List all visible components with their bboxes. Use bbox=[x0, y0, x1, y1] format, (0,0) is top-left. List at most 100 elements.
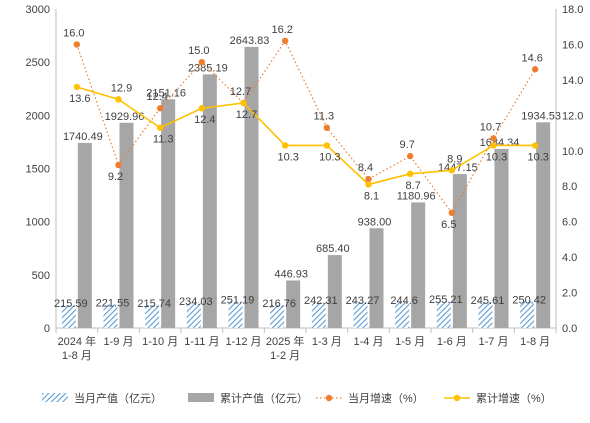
monthly-growth-marker bbox=[323, 124, 331, 131]
cumulative-output-bar bbox=[161, 99, 176, 329]
monthly-output-label: 250.42 bbox=[512, 294, 546, 306]
monthly-growth-label: 10.7 bbox=[480, 121, 501, 133]
x-axis-tick-label: 1-3 月 bbox=[312, 336, 342, 348]
monthly-output-bar bbox=[228, 301, 243, 328]
monthly-output-bar bbox=[353, 302, 368, 328]
monthly-growth-label: 9.7 bbox=[400, 139, 415, 151]
cumulative-output-label: 2643.83 bbox=[230, 35, 270, 47]
monthly-output-bar bbox=[436, 300, 451, 328]
right-axis-tick-label: 14.0 bbox=[562, 75, 583, 87]
left-axis-tick-label: 0 bbox=[44, 323, 50, 335]
x-axis-tick-label: 1-10 月 bbox=[142, 336, 178, 348]
x-axis-tick-label: 1-9 月 bbox=[104, 336, 134, 348]
cumulative-growth-marker bbox=[115, 96, 122, 103]
monthly-output-bar bbox=[478, 301, 493, 328]
cumulative-output-label: 1684.34 bbox=[480, 137, 520, 149]
cumulative-growth-marker bbox=[406, 170, 414, 178]
legend: 当月产值（亿元） 累计产值（亿元） 当月增速（%） 累计增速（%） bbox=[42, 391, 552, 405]
cumulative-growth-line bbox=[76, 86, 536, 186]
monthly-output-label: 234.03 bbox=[179, 296, 213, 308]
monthly-growth-marker bbox=[73, 41, 81, 48]
monthly-growth-marker bbox=[115, 161, 122, 169]
x-axis-tick-label: 1-12 月 bbox=[225, 336, 261, 348]
cumulative-output-bar bbox=[411, 202, 426, 328]
legend-label: 累计产值（亿元） bbox=[220, 391, 308, 405]
monthly-growth-marker bbox=[406, 152, 414, 160]
monthly-growth-marker bbox=[490, 135, 497, 142]
monthly-output-label: 215.74 bbox=[137, 298, 171, 310]
cumulative-growth-marker bbox=[323, 142, 331, 149]
cumulative-growth-marker bbox=[365, 181, 372, 188]
left-axis-tick-label: 3000 bbox=[26, 4, 50, 16]
x-axis-tick-label: 1-2 月 bbox=[270, 350, 300, 362]
legend-label: 当月增速（%） bbox=[348, 391, 424, 405]
right-axis-tick-label: 0.0 bbox=[562, 323, 577, 335]
legend-cumulative-output: 累计产值（亿元） bbox=[188, 391, 308, 405]
left-axis-tick-label: 500 bbox=[32, 270, 50, 282]
left-axis-tick-label: 1500 bbox=[26, 164, 50, 176]
monthly-output-bar bbox=[395, 301, 410, 328]
cumulative-growth-marker bbox=[281, 142, 289, 149]
monthly-output-label: 251.19 bbox=[221, 294, 255, 306]
left-axis-tick-label: 2000 bbox=[26, 110, 50, 122]
cumulative-growth-label: 10.3 bbox=[277, 151, 298, 163]
cumulative-output-bar bbox=[119, 122, 134, 329]
cumulative-growth-marker bbox=[198, 105, 206, 112]
monthly-output-bar bbox=[61, 305, 76, 328]
cumulative-growth-marker bbox=[73, 83, 81, 91]
monthly-output-label: 221.55 bbox=[96, 297, 130, 309]
cumulative-growth-marker bbox=[156, 124, 164, 131]
cumulative-output-bar bbox=[494, 148, 509, 328]
plot-area: 0 500 1000 1500 2000 2500 3000 0.0 2.0 4.0 6.0 8.0 1… bbox=[26, 4, 584, 362]
cumulative-growth-label: 10.3 bbox=[486, 151, 507, 163]
monthly-growth-label: 15.0 bbox=[188, 45, 209, 57]
monthly-output-label: 215.59 bbox=[54, 298, 88, 310]
monthly-growth-marker bbox=[365, 175, 372, 183]
x-axis-tick-label: 1-6 月 bbox=[437, 336, 467, 348]
right-axis-tick-label: 8.0 bbox=[562, 181, 577, 193]
right-axis-tick-label: 18.0 bbox=[562, 4, 583, 16]
legend-cumulative-growth: 累计增速（%） bbox=[444, 391, 552, 405]
cumulative-output-bar bbox=[452, 174, 467, 328]
monthly-output-label: 245.61 bbox=[471, 295, 505, 307]
monthly-output-label: 242.31 bbox=[304, 295, 338, 307]
cumulative-growth-label: 12.9 bbox=[111, 82, 132, 94]
x-axis-tick-label: 1-11 月 bbox=[184, 336, 219, 348]
legend-label: 当月产值（亿元） bbox=[74, 391, 162, 405]
monthly-growth-marker bbox=[156, 105, 164, 112]
right-axis-tick-label: 16.0 bbox=[562, 39, 583, 51]
monthly-growth-marker bbox=[281, 37, 289, 45]
legend-swatch bbox=[188, 393, 214, 402]
cumulative-growth-label: 10.3 bbox=[319, 151, 340, 163]
monthly-growth-label: 16.2 bbox=[271, 24, 292, 36]
cumulative-output-bar bbox=[77, 142, 92, 328]
cumulative-growth-label: 8.1 bbox=[364, 190, 379, 202]
monthly-output-bar bbox=[103, 304, 118, 328]
cumulative-output-bar bbox=[244, 46, 259, 328]
monthly-growth-marker bbox=[198, 58, 206, 66]
cumulative-growth-marker bbox=[490, 142, 497, 149]
cumulative-output-label: 1929.96 bbox=[105, 111, 145, 123]
monthly-output-label: 244.6 bbox=[390, 295, 418, 307]
right-axis-tick-label: 12.0 bbox=[562, 110, 583, 122]
monthly-output-bar bbox=[145, 305, 160, 328]
x-axis-tick-label: 1-7 月 bbox=[479, 336, 509, 348]
monthly-output-bar bbox=[270, 304, 285, 328]
right-axis-tick-label: 4.0 bbox=[562, 252, 577, 264]
cumulative-growth-label: 8.7 bbox=[406, 180, 421, 192]
monthly-growth-marker bbox=[531, 66, 539, 73]
cumulative-growth-label: 13.6 bbox=[69, 93, 90, 105]
legend-label: 累计增速（%） bbox=[476, 391, 552, 405]
cumulative-growth-label: 10.3 bbox=[527, 151, 548, 163]
cumulative-output-bar bbox=[202, 74, 217, 329]
monthly-growth-line bbox=[76, 39, 536, 214]
cumulative-output-label: 685.40 bbox=[316, 243, 350, 255]
cumulative-output-bar bbox=[536, 122, 551, 328]
right-axis-tick-label: 10.0 bbox=[562, 146, 583, 158]
monthly-growth-marker bbox=[448, 209, 456, 217]
monthly-output-label: 255.21 bbox=[429, 294, 463, 306]
x-axis-tick-label: 1-5 月 bbox=[395, 336, 425, 348]
monthly-output-label: 216.76 bbox=[262, 298, 296, 310]
